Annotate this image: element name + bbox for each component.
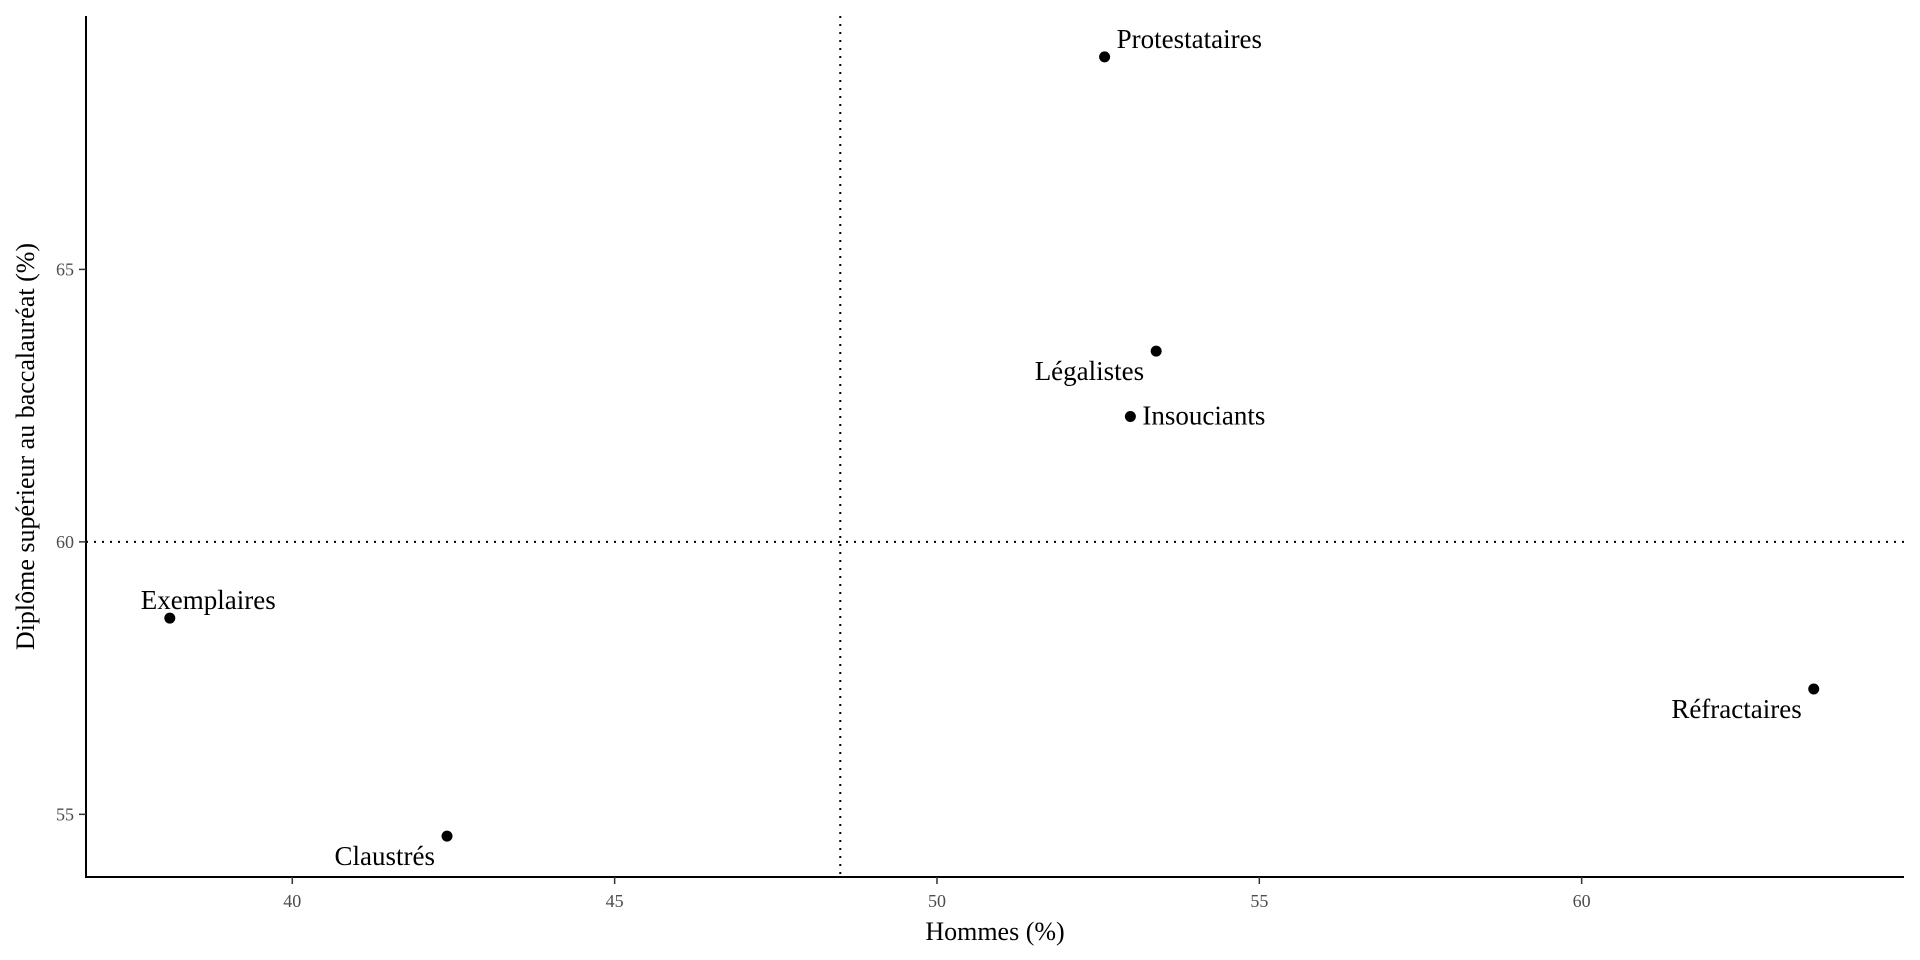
point-labels: Protestataires Légalistes Insouciants Exemp… [141, 24, 1802, 871]
data-point [1099, 51, 1111, 63]
x-tick-label: 55 [1250, 891, 1268, 911]
x-tick-label: 45 [606, 891, 624, 911]
y-tick-label: 60 [56, 532, 74, 552]
y-tick-label: 55 [56, 804, 74, 824]
y-axis-title: Diplôme supérieur au baccalauréat (%) [11, 243, 40, 650]
y-tick-label: 65 [56, 259, 74, 279]
x-tick-label: 40 [283, 891, 301, 911]
point-label: Légalistes [1035, 356, 1144, 386]
data-point [1124, 411, 1136, 423]
point-label: Réfractaires [1671, 694, 1801, 724]
data-point [1150, 345, 1162, 357]
point-label: Protestataires [1117, 24, 1262, 54]
ticks: 40 45 50 55 60 55 60 65 [56, 259, 1591, 911]
data-point [164, 612, 176, 624]
data-point [441, 830, 453, 842]
data-point [1808, 683, 1820, 695]
x-tick-label: 60 [1573, 891, 1591, 911]
point-label: Exemplaires [141, 585, 276, 615]
point-label: Insouciants [1142, 401, 1265, 431]
data-points [164, 51, 1820, 842]
point-label: Claustrés [335, 841, 436, 871]
x-axis-title: Hommes (%) [925, 917, 1064, 946]
axes [85, 16, 1904, 878]
x-tick-label: 50 [928, 891, 946, 911]
reference-lines [86, 16, 1904, 877]
